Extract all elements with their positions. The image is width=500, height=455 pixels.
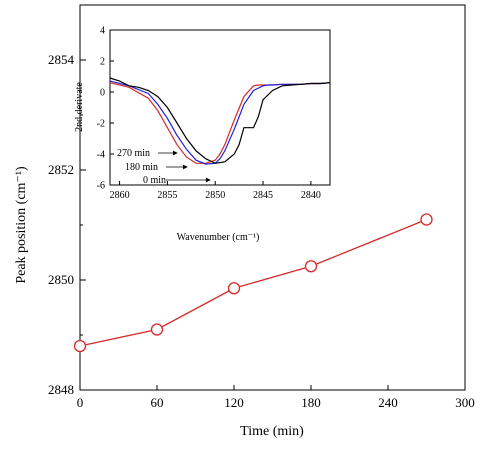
main-data-point <box>420 213 433 226</box>
main-x-tick-label: 60 <box>151 395 164 410</box>
inset-y-tick-label: 4 <box>100 26 105 37</box>
inset-y-tick-label: 0 <box>100 88 105 99</box>
main-y-tick-label: 2848 <box>48 382 74 397</box>
inset-x-tick-label: 2860 <box>110 190 130 201</box>
inset-y-tick-label: -4 <box>97 150 105 161</box>
inset-y-tick-label: 2 <box>100 57 105 68</box>
inset-y-tick-label: -6 <box>97 181 105 192</box>
main-y-axis-title: Peak position (cm⁻¹) <box>14 166 29 284</box>
inset-series-line <box>109 77 331 164</box>
main-x-axis-title: Time (min) <box>240 424 304 439</box>
main-x-tick-label: 180 <box>301 395 321 410</box>
main-x-tick-label: 120 <box>224 395 244 410</box>
main-data-point <box>227 282 241 295</box>
inset-x-tick-label: 2850 <box>205 190 225 201</box>
main-data-point <box>73 339 87 353</box>
main-y-tick-label: 2854 <box>48 52 75 67</box>
inset-y-tick-label: -2 <box>97 119 105 130</box>
annotation-270-min: 270 min <box>117 148 150 159</box>
inset-x-tick-label: 2840 <box>301 190 321 201</box>
main-x-tick-label: 300 <box>455 395 475 410</box>
inset-x-tick-label: 2855 <box>157 190 177 201</box>
annotation-0-min: 0 min <box>143 175 166 186</box>
main-data-point <box>150 323 164 336</box>
inset-x-tick-label: 2845 <box>253 190 273 201</box>
main-y-tick-label: 2850 <box>48 272 74 287</box>
main-data-point <box>304 260 318 273</box>
inset-y-axis-title: 2nd derivate <box>74 82 85 132</box>
inset-x-axis-title: Wavenumber (cm⁻¹) <box>177 232 260 243</box>
main-y-tick-label: 2852 <box>48 162 74 177</box>
main-x-tick-label: 0 <box>77 395 84 410</box>
inset-plot-frame <box>109 29 331 186</box>
annotation-180-min: 180 min <box>125 162 158 173</box>
main-x-tick-label: 240 <box>378 395 398 410</box>
main-plot-frame <box>79 4 466 391</box>
